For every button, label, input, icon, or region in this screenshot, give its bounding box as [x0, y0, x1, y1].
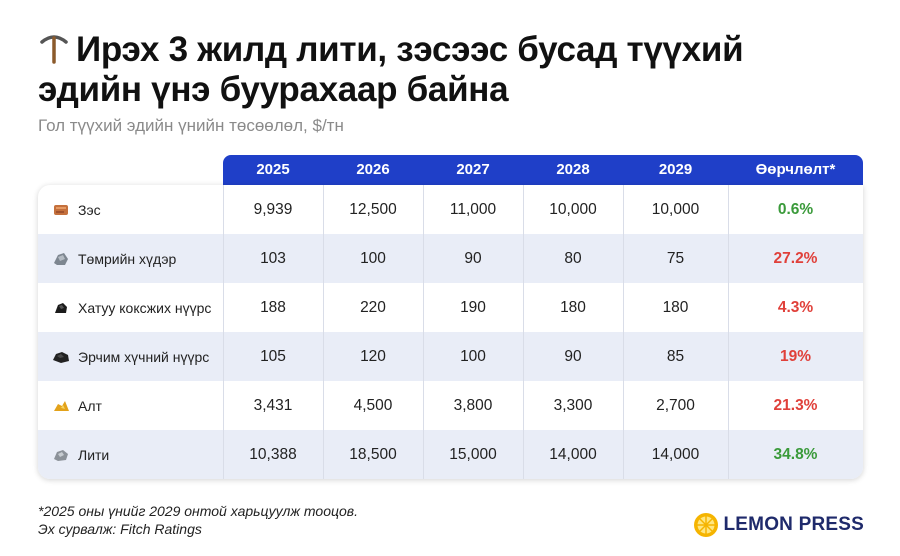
lithium-icon — [54, 449, 68, 461]
subtitle: Гол түүхий эдийн үнийн төсөөлөл, $/тн — [38, 116, 344, 135]
price-cell: 220 — [360, 299, 386, 316]
title-line-1: Ирэх 3 жилд лити, зэсээс бусад түүхий — [76, 30, 744, 69]
commodity-name: Төмрийн хүдэр — [78, 250, 177, 267]
price-cell: 10,000 — [651, 201, 700, 218]
commodity-name: Зэс — [78, 201, 101, 218]
change-cell: 4.3% — [777, 299, 814, 316]
column-divider — [523, 185, 524, 479]
title: Ирэх 3 жилд лити, зэсээс бусад түүхий эд… — [38, 30, 878, 110]
table-row: Эрчим хүчний нүүрс 105 120 100 90 85 19% — [38, 332, 863, 381]
change-cell: 0.6% — [777, 201, 814, 218]
price-cell: 103 — [260, 250, 286, 267]
price-cell: 75 — [666, 250, 685, 267]
price-cell: 3,800 — [453, 397, 493, 414]
change-cell: 21.3% — [773, 397, 818, 414]
price-cell: 188 — [260, 299, 286, 316]
column-header: 2028 — [556, 161, 590, 178]
price-cell: 90 — [564, 348, 582, 365]
price-cell: 105 — [260, 348, 286, 365]
price-cell: 100 — [360, 250, 386, 267]
column-header: Өөрчлөлт* — [755, 161, 836, 178]
price-cell: 2,700 — [656, 397, 695, 414]
price-cell: 190 — [460, 299, 486, 316]
price-cell: 4,500 — [353, 397, 393, 414]
table-row: Зэс 9,939 12,500 11,000 10,000 10,000 0.6% — [38, 185, 863, 234]
table-header: 2025 2026 2027 2028 2029 Өөрчлөлт* — [223, 155, 863, 185]
pickaxe-icon — [40, 35, 68, 64]
price-cell: 11,000 — [449, 201, 497, 218]
column-header: 2027 — [456, 161, 490, 178]
table-body: Зэс 9,939 12,500 11,000 10,000 10,000 0.6% Төмр… — [38, 185, 863, 479]
price-cell: 90 — [464, 250, 482, 267]
price-cell: 15,000 — [449, 446, 497, 463]
commodity-name: Алт — [78, 397, 102, 414]
copper-ore-icon — [54, 204, 68, 215]
price-cell: 18,500 — [349, 446, 397, 463]
price-cell: 180 — [560, 299, 586, 316]
change-cell: 19% — [779, 348, 812, 365]
column-divider — [728, 185, 729, 479]
price-cell: 85 — [666, 348, 685, 365]
row-label: Эрчим хүчний нүүрс — [52, 332, 209, 381]
price-cell: 10,000 — [549, 201, 597, 218]
row-label: Лити — [52, 430, 109, 479]
table-row: Төмрийн хүдэр 103 100 90 80 75 27.2% — [38, 234, 863, 283]
table-row: Алт 3,431 4,500 3,800 3,300 2,700 21.3% — [38, 381, 863, 430]
change-cell: 34.8% — [773, 446, 818, 463]
footnote: *2025 оны үнийг 2029 онтой харьцуулж тоо… — [38, 502, 358, 538]
table-row: Хатуу коксжих нүүрс 188 220 190 180 180 4.3% — [38, 283, 863, 332]
footnote-source: Эх сурвалж: Fitch Ratings — [38, 521, 202, 537]
thermal-coal-icon — [53, 351, 69, 363]
coking-coal-icon — [55, 302, 67, 313]
title-line-2: эдийн үнэ буурахаар байна — [38, 70, 509, 109]
iron-ore-icon — [54, 252, 68, 265]
column-divider — [323, 185, 324, 479]
lemon-logo-icon — [693, 513, 718, 537]
column-header: 2025 — [256, 161, 290, 178]
price-cell: 3,431 — [253, 397, 293, 414]
price-cell: 14,000 — [651, 446, 700, 463]
change-cell: 27.2% — [773, 250, 818, 267]
brand-name: LEMON PRESS — [723, 514, 864, 535]
column-divider — [223, 185, 224, 479]
footnote-note: *2025 оны үнийг 2029 онтой харьцуулж тоо… — [38, 503, 358, 519]
gold-icon — [54, 400, 69, 411]
price-cell: 9,939 — [253, 201, 293, 218]
price-cell: 10,388 — [249, 446, 297, 463]
price-cell: 12,500 — [349, 201, 397, 218]
brand-logo: LEMON PRESS — [693, 512, 865, 538]
price-cell: 3,300 — [553, 397, 593, 414]
column-header: 2029 — [658, 161, 693, 178]
row-label: Хатуу коксжих нүүрс — [52, 283, 211, 332]
table-row: Лити 10,388 18,500 15,000 14,000 14,000 34.8% — [38, 430, 863, 479]
column-divider — [623, 185, 624, 479]
commodity-name: Хатуу коксжих нүүрс — [78, 299, 212, 316]
commodity-name: Лити — [78, 446, 110, 463]
row-label: Төмрийн хүдэр — [52, 234, 176, 283]
row-label: Зэс — [52, 185, 101, 234]
commodity-name: Эрчим хүчний нүүрс — [78, 348, 210, 365]
row-label: Алт — [52, 381, 102, 430]
column-header: 2026 — [356, 161, 390, 178]
column-divider — [423, 185, 424, 479]
price-cell: 100 — [460, 348, 486, 365]
price-cell: 80 — [564, 250, 582, 267]
price-cell: 120 — [360, 348, 386, 365]
price-cell: 180 — [662, 299, 689, 316]
price-cell: 14,000 — [549, 446, 597, 463]
